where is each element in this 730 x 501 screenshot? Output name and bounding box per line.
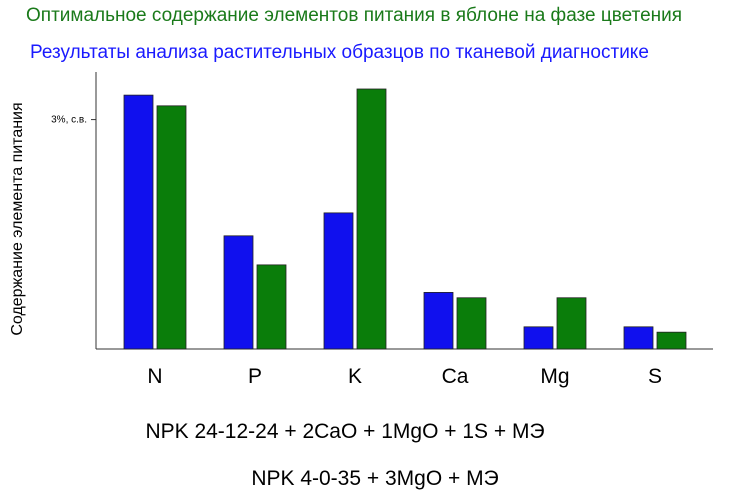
chart-subtitle: Результаты анализа растительных образцов… bbox=[30, 42, 649, 63]
bar-mg-series-2 bbox=[556, 297, 587, 350]
bar-p-series-1 bbox=[223, 235, 254, 350]
chart-labels: 3%, с.в. N P K Ca Mg S bbox=[51, 115, 662, 388]
bar-s-series-2 bbox=[656, 331, 687, 350]
y-tick-label: 3%, с.в. bbox=[51, 115, 87, 126]
bar-p-series-2 bbox=[256, 264, 287, 350]
bar-ca-series-2 bbox=[456, 297, 487, 350]
legend-entry-series-1: NPK 24-12-24 + 2CaO + 1MgO + 1S + МЭ bbox=[145, 420, 545, 443]
bar-k-series-1 bbox=[323, 212, 354, 350]
legend-entry-series-2: NPK 4-0-35 + 3MgO + МЭ bbox=[251, 467, 499, 490]
bar-ca-series-1 bbox=[423, 292, 454, 350]
x-tick-label-mg: Mg bbox=[540, 365, 569, 388]
x-tick-label-p: P bbox=[248, 365, 262, 388]
x-tick-label-n: N bbox=[147, 365, 162, 388]
bar-n-series-2 bbox=[156, 105, 187, 350]
bar-s-series-1 bbox=[623, 326, 654, 350]
bar-chart: 3%, с.в. N P K Ca Mg S bbox=[51, 72, 713, 388]
bar-mg-series-1 bbox=[523, 326, 554, 350]
bar-k-series-2 bbox=[356, 88, 387, 350]
chart-title: Оптимальное содержание элементов питания… bbox=[26, 5, 683, 26]
x-tick-label-s: S bbox=[648, 365, 662, 388]
chart-bars bbox=[123, 88, 687, 350]
bar-n-series-1 bbox=[123, 94, 154, 350]
x-tick-label-ca: Ca bbox=[442, 365, 469, 388]
chart-axes bbox=[91, 72, 713, 350]
x-tick-label-k: K bbox=[348, 365, 362, 388]
